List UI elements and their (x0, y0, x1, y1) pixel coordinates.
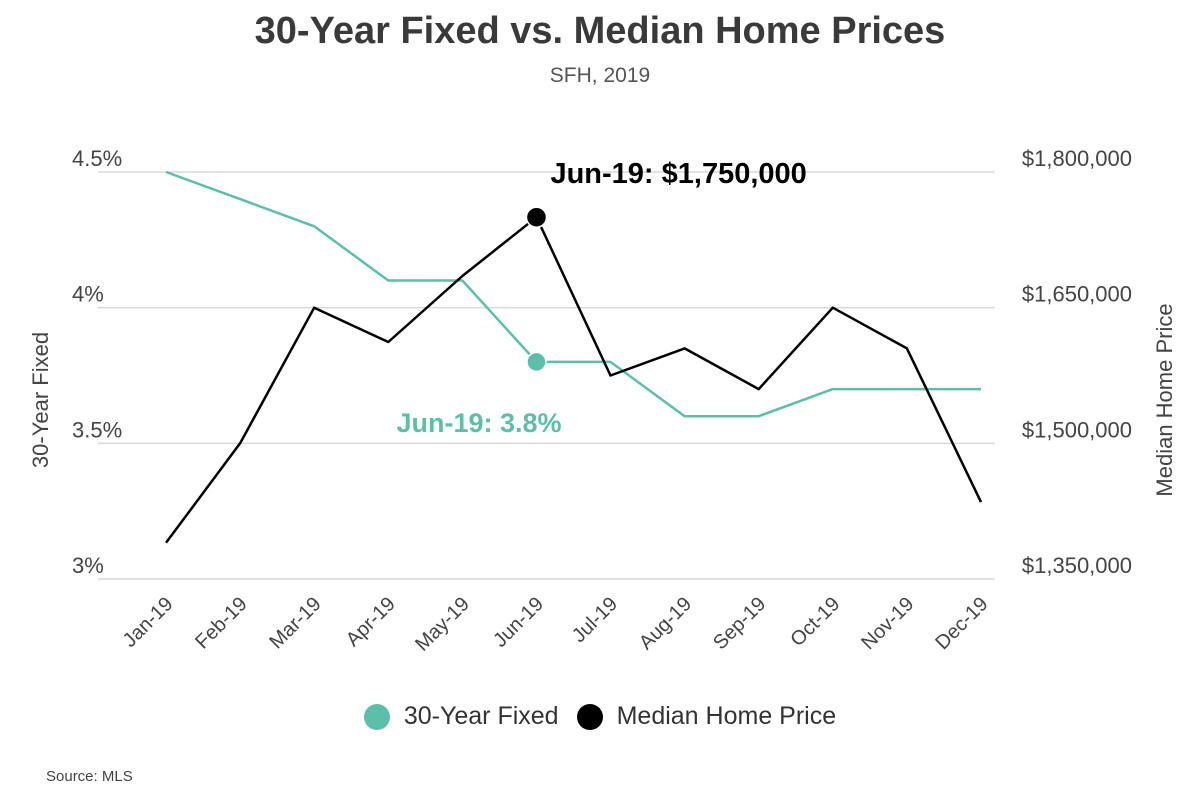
source-note: Source: MLS (46, 768, 133, 785)
x-tick-label: Jun-19 (489, 593, 548, 652)
x-tick-label: Jan-19 (119, 593, 178, 652)
legend: 30-Year Fixed Median Home Price (0, 702, 1200, 731)
x-tick-label: Dec-19 (931, 593, 992, 654)
x-tick-label: Jul-19 (568, 593, 622, 647)
y-left-axis-label: 30-Year Fixed (28, 332, 53, 468)
y-left-tick-label: 3.5% (72, 417, 122, 442)
y-right-tick-label: $1,800,000 (1022, 146, 1132, 171)
legend-label-price: Median Home Price (616, 702, 837, 730)
y-left-tick-label: 4.5% (72, 146, 122, 171)
chart-subtitle: SFH, 2019 (549, 64, 651, 87)
legend-item-rate: 30-Year Fixed (363, 702, 559, 731)
x-tick-label: Oct-19 (786, 593, 844, 651)
annotation-label-price: Jun-19: $1,750,000 (550, 158, 806, 190)
x-tick-label: Sep-19 (709, 593, 770, 654)
y-left-tick-label: 3% (72, 553, 104, 578)
x-tick-label: Nov-19 (857, 593, 918, 654)
x-tick-label: Feb-19 (191, 593, 251, 653)
series-line-rate (165, 170, 981, 418)
legend-swatch-price (576, 703, 603, 730)
x-tick-label: Mar-19 (265, 593, 325, 653)
y-right-axis-label: Median Home Price (1152, 303, 1177, 496)
y-right-tick-label: $1,650,000 (1022, 282, 1132, 307)
y-right-tick-label: $1,350,000 (1022, 553, 1132, 578)
legend-item-price: Median Home Price (576, 702, 837, 731)
highlight-point-price (525, 206, 548, 228)
x-tick-label: Apr-19 (342, 593, 400, 651)
highlight-point-rate (526, 351, 547, 373)
y-left-tick-label: 4% (72, 282, 104, 307)
y-right-tick-label: $1,500,000 (1022, 417, 1132, 442)
chart-title: 30-Year Fixed vs. Median Home Prices (254, 10, 946, 52)
legend-swatch-rate (363, 703, 390, 730)
x-tick-label: Aug-19 (635, 593, 696, 654)
series-line-price (164, 215, 983, 544)
annotation-label-rate: Jun-19: 3.8% (396, 408, 561, 438)
legend-label-rate: 30-Year Fixed (403, 702, 559, 730)
x-tick-label: May-19 (411, 593, 474, 656)
